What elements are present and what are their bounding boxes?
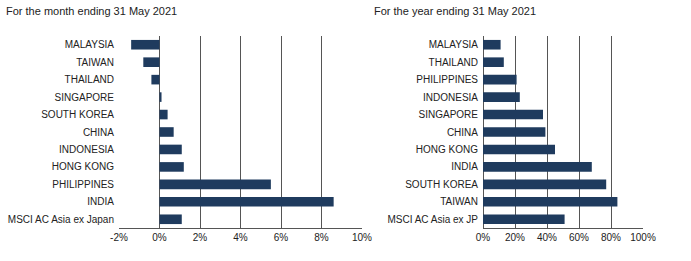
svg-text:0%: 0% [152, 232, 167, 243]
svg-text:60%: 60% [569, 232, 589, 243]
svg-text:PHILIPPINES: PHILIPPINES [416, 74, 478, 85]
svg-text:For the year ending 31 May 202: For the year ending 31 May 2021 [374, 5, 536, 17]
svg-text:INDIA: INDIA [87, 196, 114, 207]
svg-text:INDONESIA: INDONESIA [59, 144, 114, 155]
svg-text:10%: 10% [352, 232, 372, 243]
svg-text:-2%: -2% [110, 232, 128, 243]
svg-text:SINGAPORE: SINGAPORE [419, 109, 479, 120]
svg-text:2%: 2% [193, 232, 208, 243]
svg-text:MSCI AC Asia ex JP: MSCI AC Asia ex JP [387, 214, 478, 225]
svg-text:HONG KONG: HONG KONG [416, 144, 478, 155]
svg-text:SOUTH KOREA: SOUTH KOREA [41, 109, 114, 120]
svg-text:SINGAPORE: SINGAPORE [55, 92, 115, 103]
svg-text:4%: 4% [233, 232, 248, 243]
svg-text:MSCI AC Asia ex Japan: MSCI AC Asia ex Japan [8, 214, 114, 225]
svg-text:100%: 100% [630, 232, 656, 243]
svg-text:0%: 0% [476, 232, 491, 243]
svg-text:CHINA: CHINA [83, 127, 114, 138]
svg-text:8%: 8% [314, 232, 329, 243]
svg-text:HONG KONG: HONG KONG [52, 161, 114, 172]
svg-text:SOUTH KOREA: SOUTH KOREA [405, 179, 478, 190]
svg-text:TAIWAN: TAIWAN [76, 57, 114, 68]
svg-text:INDONESIA: INDONESIA [423, 92, 478, 103]
svg-text:THAILAND: THAILAND [429, 57, 478, 68]
svg-text:80%: 80% [601, 232, 621, 243]
svg-text:MALAYSIA: MALAYSIA [429, 39, 479, 50]
svg-text:MALAYSIA: MALAYSIA [65, 39, 115, 50]
svg-text:40%: 40% [537, 232, 557, 243]
svg-text:INDIA: INDIA [451, 161, 478, 172]
svg-text:TAIWAN: TAIWAN [440, 196, 478, 207]
svg-text:THAILAND: THAILAND [65, 74, 114, 85]
svg-text:20%: 20% [505, 232, 525, 243]
svg-text:PHILIPPINES: PHILIPPINES [52, 179, 114, 190]
svg-text:For the month ending 31 May 20: For the month ending 31 May 2021 [6, 5, 177, 17]
svg-text:6%: 6% [274, 232, 289, 243]
svg-text:CHINA: CHINA [447, 127, 478, 138]
